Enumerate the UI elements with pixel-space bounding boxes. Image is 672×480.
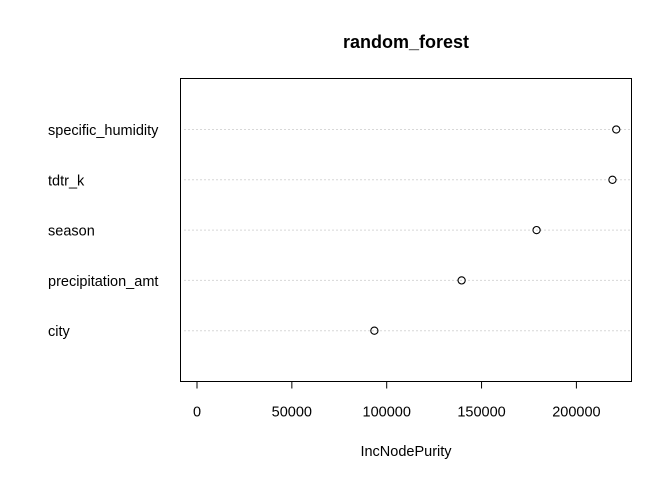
point-tdtr-k [608, 175, 617, 184]
plot-box [180, 78, 632, 382]
category-label-specific-humidity: specific_humidity [48, 123, 159, 139]
x-tick-label-150000: 150000 [457, 405, 505, 421]
x-tick-label-200000: 200000 [552, 405, 600, 421]
x-axis-label: IncNodePurity [360, 444, 452, 460]
chart-title: random_forest [343, 32, 469, 52]
point-season [532, 225, 541, 235]
category-label-season: season [48, 224, 95, 240]
x-tick-label-50000: 50000 [272, 405, 312, 421]
category-label-city: city [48, 324, 71, 340]
point-specific-humidity [612, 125, 621, 134]
category-label-tdtr-k: tdtr_k [48, 173, 85, 189]
category-label-precipitation-amt: precipitation_amt [48, 274, 158, 290]
guide-lines [184, 129, 631, 332]
x-axis: 0 50000 100000 150000 200000 [193, 381, 601, 421]
x-tick-label-100000: 100000 [363, 405, 411, 421]
point-city [370, 326, 379, 335]
x-tick-label-0: 0 [193, 405, 201, 421]
data-points [370, 125, 621, 335]
point-precipitation-amt [457, 276, 466, 285]
